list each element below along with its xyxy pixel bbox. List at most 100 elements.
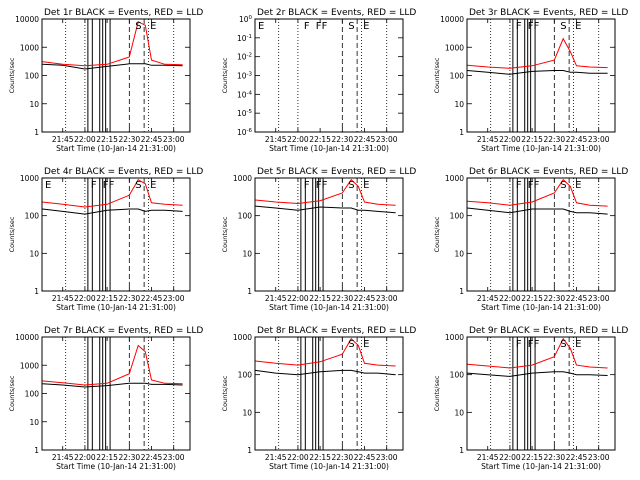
y-tick-label: 10000 [15,15,39,24]
plot-frame [41,18,191,133]
lld-series [255,337,396,367]
x-tick-label: 23:00 [588,135,610,144]
x-tick-label: 22:45 [354,135,376,144]
y-tick-label: 1 [247,287,252,296]
y-tick-label: 10 [29,249,39,258]
event-letter-label: F [304,21,310,32]
y-tick-exponent: -6 [247,128,253,134]
x-tick-label: 22:45 [141,294,163,303]
x-tick-label: 22:00 [287,294,309,303]
y-tick-label: 10-6 [237,128,253,137]
x-tick-label: 22:30 [332,453,354,462]
x-tick-label: 22:45 [566,294,588,303]
lld-series [42,344,183,386]
y-tick-label: 1 [459,446,464,455]
event-letter-label: F [316,21,322,32]
event-letter-label: E [150,21,156,32]
x-tick-label: 22:15 [309,135,331,144]
y-tick-label: 1000 [20,174,39,183]
events-series [467,70,608,75]
x-tick-label: 22:00 [74,453,96,462]
x-axis-label: Start Time (10-Jan-14 21:31:00) [269,462,389,471]
plot-frame [466,177,616,292]
event-letter-label: S [560,339,566,350]
x-tick-label: 23:00 [163,453,185,462]
event-letter-label: F [516,21,522,32]
panel-title: Det 6r BLACK = Events, RED = LLD [469,167,628,177]
x-tick-label: 22:15 [96,135,118,144]
panel-6: Det 6r BLACK = Events, RED = LLD 1 10 100 10… [433,167,628,312]
event-letter-label: F [516,180,522,191]
x-tick-label: 22:45 [566,453,588,462]
y-tick-label: 10 [242,249,252,258]
y-tick-label: 100 [25,212,40,221]
x-tick-label: 22:15 [96,453,118,462]
panel-9: Det 9r BLACK = Events, RED = LLD 1 10 100 10… [433,326,628,471]
x-tick-label: 22:30 [544,135,566,144]
y-tick-label: 1000 [20,43,39,52]
y-tick-label: 1 [459,287,464,296]
x-tick-label: 22:15 [96,294,118,303]
y-tick-label: 100 [25,72,40,81]
event-letter-label: E [150,180,156,191]
event-letter-label: F [528,21,534,32]
x-tick-label: 22:00 [287,453,309,462]
event-letter-label: S [560,21,566,32]
event-letter-label: S [348,21,354,32]
events-series [255,205,396,214]
y-tick-label: 10-4 [237,90,253,99]
x-tick-label: 21:45 [265,135,287,144]
y-axis-label: Counts/sec [8,216,16,252]
plot-frame [466,18,616,133]
event-letter-label: F [322,21,328,32]
x-axis-label: Start Time (10-Jan-14 21:31:00) [269,303,389,312]
plot-frame [254,18,404,133]
events-series [467,371,608,377]
y-axis-label: Counts/sec [8,57,16,93]
x-tick-label: 23:00 [163,294,185,303]
event-letter-label: S [348,180,354,191]
panel-title: Det 9r BLACK = Events, RED = LLD [469,326,628,336]
y-axis-label: Counts/sec [433,57,441,93]
x-tick-label: 21:45 [52,135,74,144]
plot-frame [254,336,404,451]
panel-5: Det 5r BLACK = Events, RED = LLD 1 10 100 10… [221,167,416,312]
x-axis-label: Start Time (10-Jan-14 21:31:00) [269,144,389,153]
event-letter-label: F [534,21,540,32]
y-tick-exponent: -5 [247,109,253,115]
event-letter-label: F [304,180,310,191]
y-axis-label: Counts/sec [221,216,229,252]
y-tick-label: 100 [450,212,465,221]
y-tick-label: 10 [242,408,252,417]
x-tick-label: 21:45 [265,453,287,462]
panel-title: Det 8r BLACK = Events, RED = LLD [257,326,416,336]
event-letter-label: E [363,339,369,350]
x-axis-label: Start Time (10-Jan-14 21:31:00) [481,462,601,471]
event-letter-label: F [534,180,540,191]
y-tick-exponent: -1 [247,34,252,40]
x-tick-label: 22:30 [332,135,354,144]
y-tick-label: 1000 [233,333,252,342]
event-letter-label: E [575,180,581,191]
x-tick-label: 22:00 [499,453,521,462]
event-letter-label: E [575,339,581,350]
y-tick-exponent: 0 [249,15,253,21]
panel-1: Det 1r BLACK = Events, RED = LLD 1 10 100 10… [8,8,203,153]
panel-title: Det 4r BLACK = Events, RED = LLD [44,167,203,177]
y-tick-label: 10 [29,100,39,109]
y-tick-label: 10000 [15,333,39,342]
panel-4: Det 4r BLACK = Events, RED = LLD 1 10 100 10… [8,167,203,312]
x-tick-label: 22:45 [566,135,588,144]
y-tick-label: 100 [25,390,40,399]
x-tick-label: 22:30 [544,453,566,462]
x-tick-label: 23:00 [376,135,398,144]
y-axis-label: Counts/sec [433,375,441,411]
y-tick-exponent: -2 [247,53,252,59]
x-axis-label: Start Time (10-Jan-14 21:31:00) [56,303,176,312]
x-tick-label: 22:00 [499,135,521,144]
event-letter-label: S [135,21,141,32]
x-axis-label: Start Time (10-Jan-14 21:31:00) [56,144,176,153]
y-tick-label: 10 [454,249,464,258]
event-letter-label: F [534,339,540,350]
y-tick-label: 10-5 [237,109,253,118]
